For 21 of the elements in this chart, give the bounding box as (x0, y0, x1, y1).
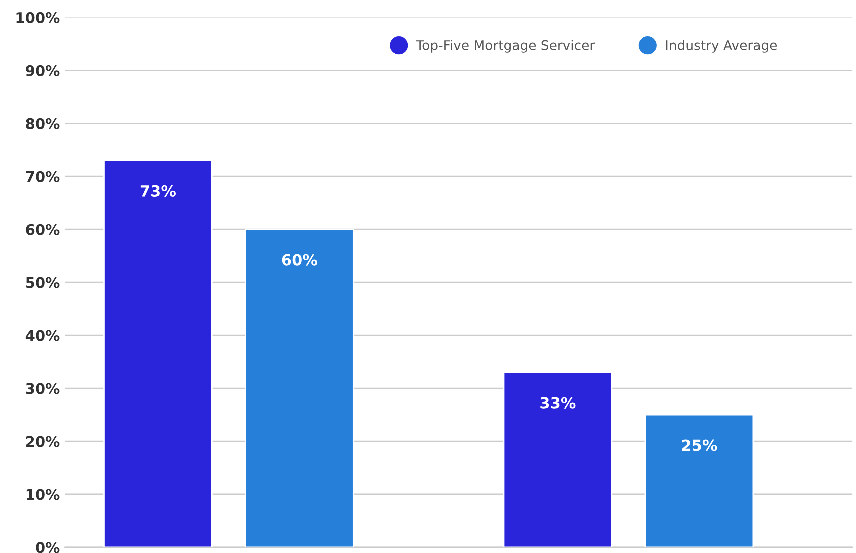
y-tick-label: 10% (26, 489, 60, 500)
y-tick-label: 60% (26, 224, 60, 236)
data-label: 60% (282, 254, 318, 266)
data-label: 25% (682, 440, 718, 452)
bar (644, 414, 754, 548)
y-tick-label: 20% (26, 436, 60, 448)
bar (104, 160, 213, 548)
data-label: 73% (140, 185, 176, 197)
y-tick-label: 50% (26, 277, 60, 288)
data-label: 33% (540, 397, 576, 409)
y-tick-label: 100% (16, 12, 60, 24)
y-tick-label: 30% (26, 383, 60, 394)
y-tick-label: 0% (36, 542, 60, 553)
y-tick-label: 90% (26, 65, 60, 76)
legend-label: Top-Five Mortgage Servicer (416, 40, 596, 53)
y-tick-label: 40% (26, 330, 60, 342)
bar (503, 372, 613, 548)
legend-label: Industry Average (666, 40, 777, 53)
y-tick-label: 80% (26, 118, 60, 130)
bar (245, 228, 354, 548)
y-tick-label: 70% (26, 171, 60, 182)
